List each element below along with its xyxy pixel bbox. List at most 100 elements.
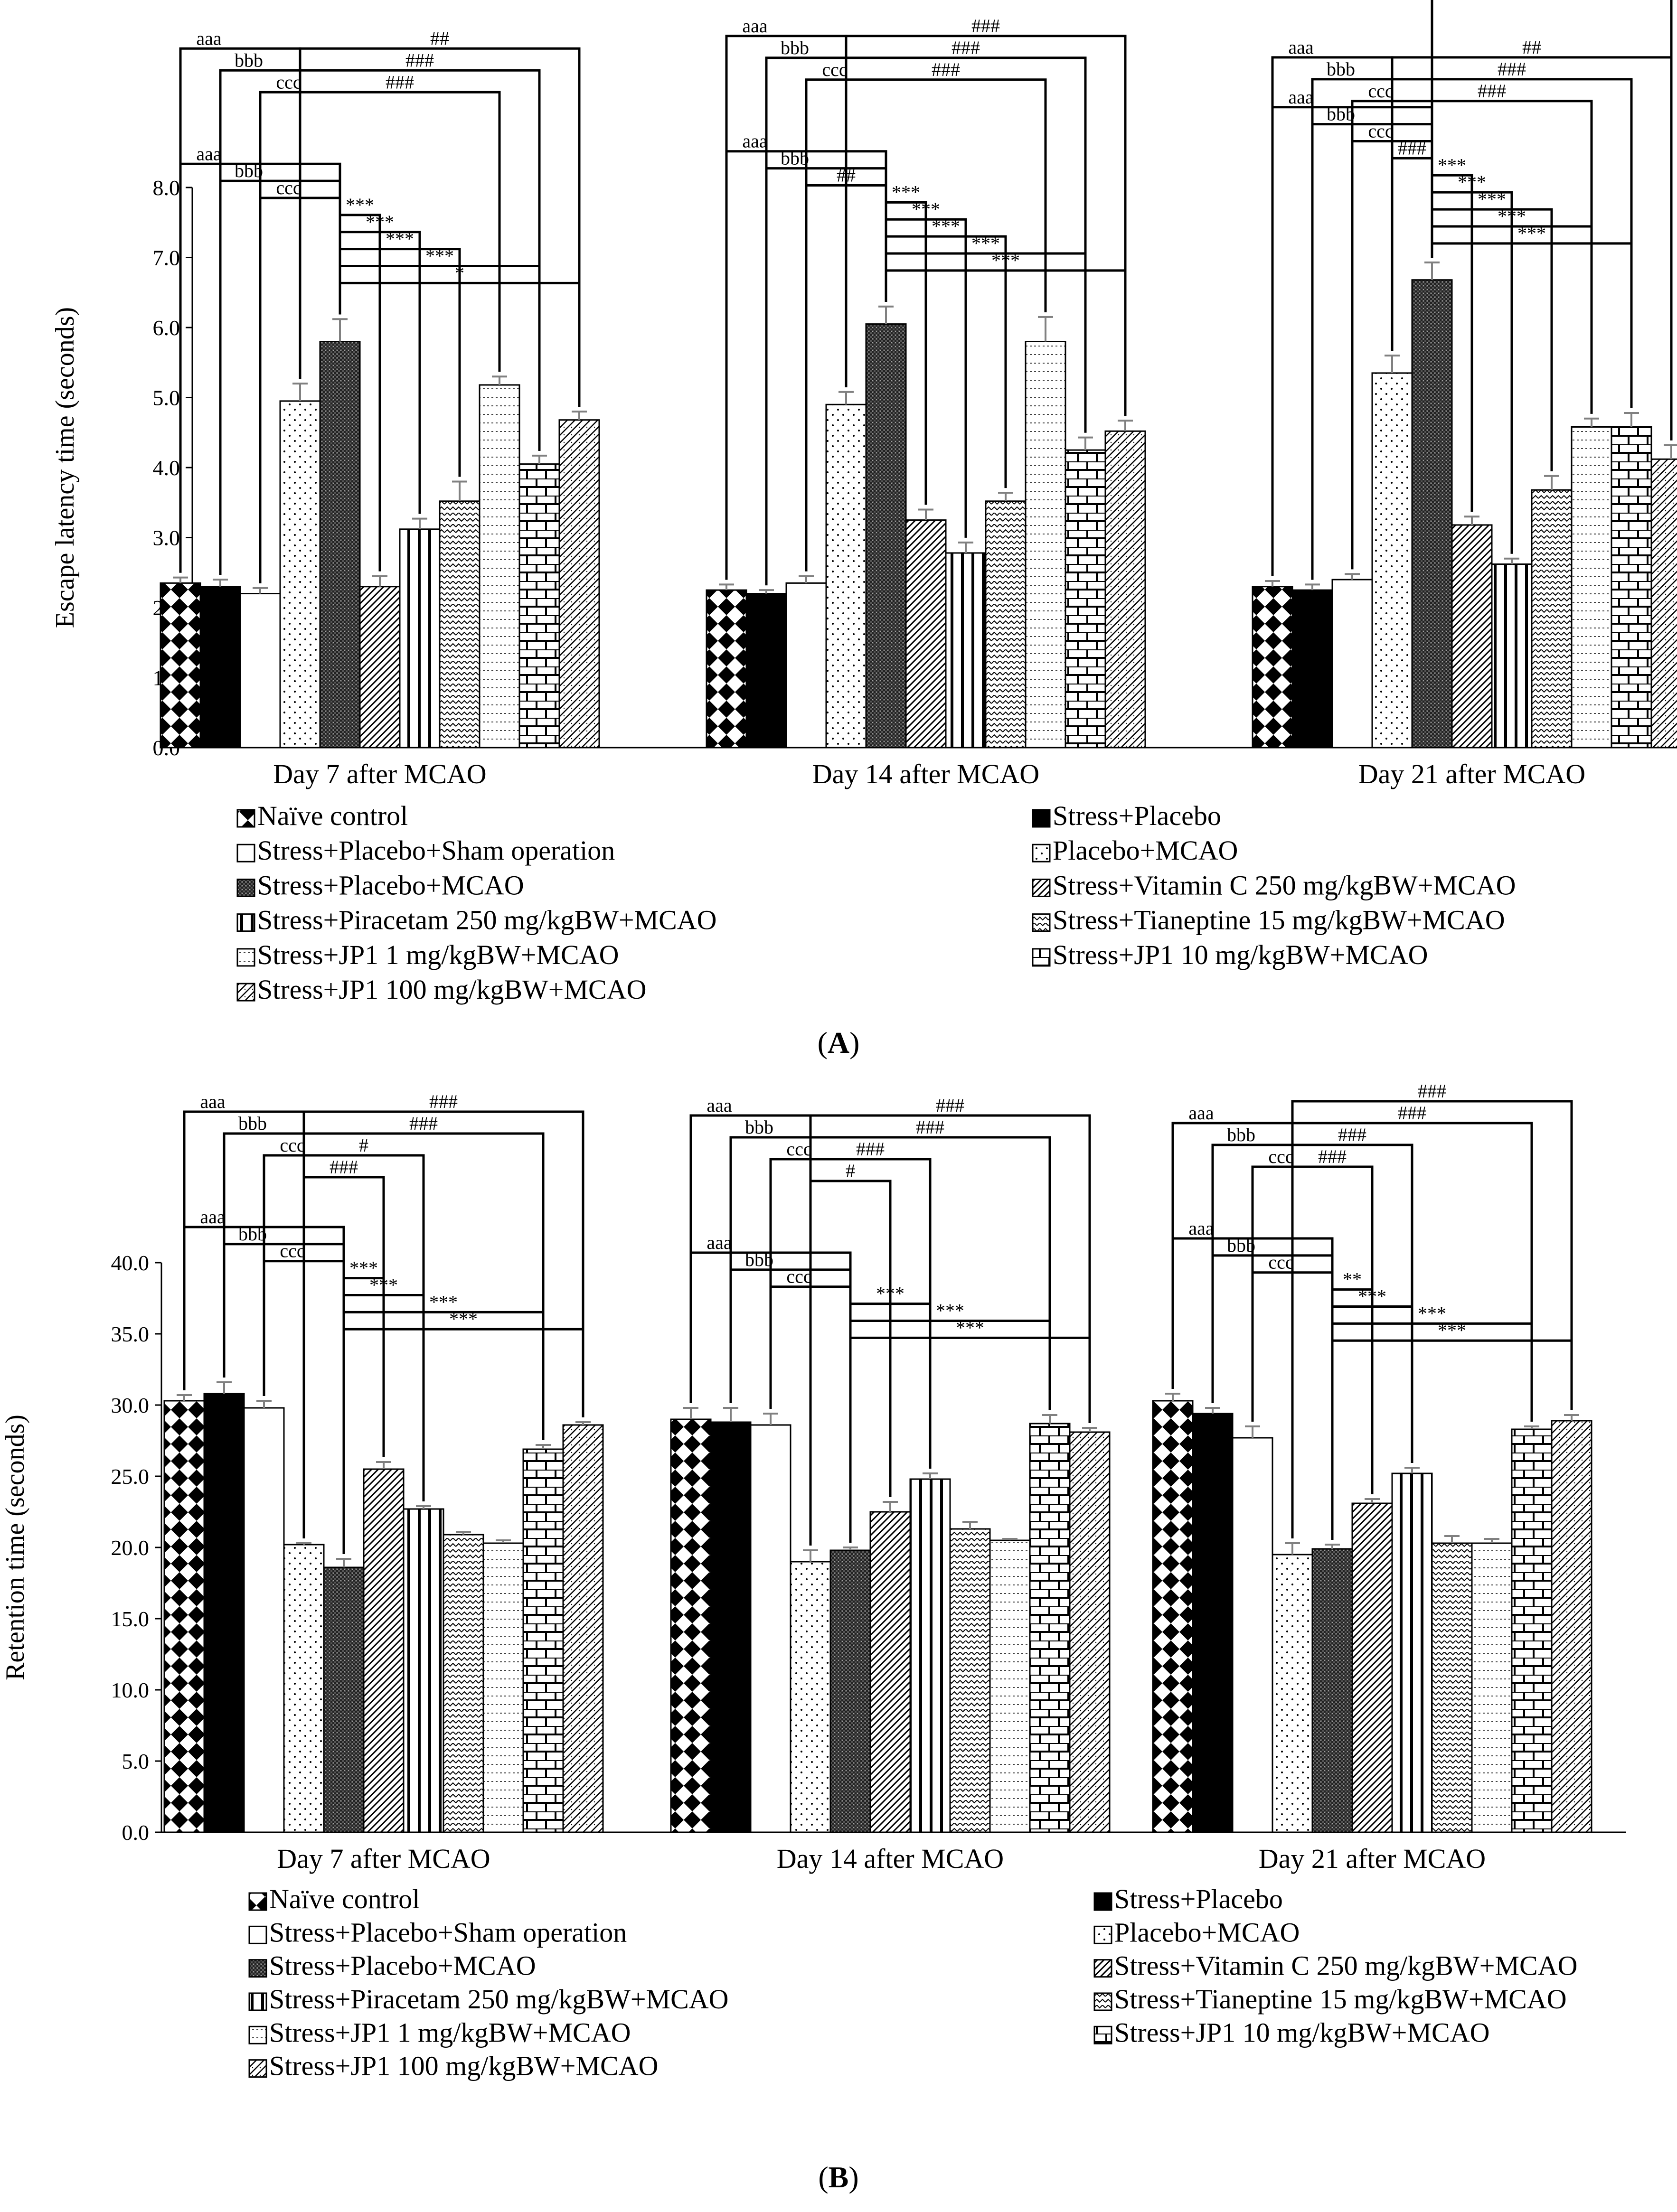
significance-label: ccc bbox=[1368, 80, 1393, 102]
significance-label: ### bbox=[330, 1156, 358, 1178]
x-category-label: Day 7 after MCAO bbox=[277, 1843, 490, 1874]
panel-label: (B) bbox=[818, 2160, 858, 2194]
bar bbox=[869, 1511, 911, 1833]
bar bbox=[985, 500, 1027, 749]
significance-label: # bbox=[359, 1134, 368, 1156]
y-tick-label: 35.0 bbox=[111, 1322, 150, 1346]
legend-entry: Stress+Placebo+Sham operation bbox=[269, 1917, 627, 1948]
significance-label: *** bbox=[912, 198, 940, 220]
bar bbox=[319, 341, 361, 749]
significance-label: bbb bbox=[745, 1249, 773, 1270]
y-tick-label: 20.0 bbox=[111, 1536, 150, 1560]
significance-label: *** bbox=[449, 1308, 478, 1330]
bar bbox=[905, 519, 947, 749]
significance-label: *** bbox=[1498, 206, 1526, 227]
bar bbox=[1471, 1542, 1513, 1833]
significance-label: ### bbox=[1318, 1146, 1347, 1167]
bar bbox=[363, 1468, 405, 1833]
significance-label: bbb bbox=[781, 37, 809, 58]
legend-entry: Stress+JP1 1 mg/kgBW+MCAO bbox=[257, 939, 619, 970]
legend-swatch bbox=[248, 2025, 267, 2044]
significance-label: aaa bbox=[707, 1232, 732, 1253]
y-tick-label: 4.0 bbox=[153, 456, 180, 480]
significance-label: ### bbox=[952, 37, 980, 58]
bar bbox=[1351, 1502, 1393, 1833]
bar bbox=[1069, 1431, 1111, 1833]
y-axis-label: Escape latency time (seconds) bbox=[50, 307, 80, 628]
bar bbox=[239, 593, 281, 749]
legend-swatch bbox=[1093, 1925, 1112, 1944]
legend-swatch bbox=[1032, 913, 1051, 932]
significance-label: ### bbox=[1398, 1102, 1426, 1124]
bar bbox=[399, 528, 441, 749]
bar bbox=[1152, 1400, 1194, 1833]
significance-label: bbb bbox=[238, 1113, 267, 1134]
bar bbox=[482, 1542, 524, 1833]
significance-label: ccc bbox=[786, 1266, 811, 1287]
significance-label: bbb bbox=[1327, 103, 1355, 125]
significance-label: ### bbox=[429, 1091, 458, 1112]
significance-label: ccc bbox=[276, 177, 301, 198]
significance-label: aaa bbox=[1288, 37, 1314, 58]
bar bbox=[562, 1424, 604, 1833]
legend-entry: Placebo+MCAO bbox=[1114, 1917, 1300, 1948]
significance-label: ### bbox=[409, 1113, 438, 1134]
legend-entry: Naïve control bbox=[257, 800, 408, 831]
significance-label: *** bbox=[936, 1300, 964, 1321]
legend-swatch bbox=[236, 983, 255, 1002]
significance-label: ### bbox=[1418, 1080, 1446, 1102]
legend-swatch bbox=[1032, 878, 1051, 897]
y-axis-label: Retention time (seconds) bbox=[0, 1415, 30, 1680]
significance-label: ## bbox=[1522, 37, 1541, 58]
bar bbox=[1391, 1472, 1433, 1833]
y-tick-label: 6.0 bbox=[153, 316, 180, 340]
bar bbox=[790, 1561, 831, 1833]
legend-swatch bbox=[1032, 809, 1051, 828]
significance-label: aaa bbox=[742, 131, 768, 152]
significance-label: *** bbox=[1438, 1320, 1466, 1341]
bar bbox=[1491, 563, 1533, 749]
bar bbox=[710, 1421, 752, 1833]
significance-label: bbb bbox=[1227, 1124, 1255, 1145]
bar bbox=[909, 1478, 951, 1833]
bar bbox=[558, 419, 600, 749]
legend-entry: Stress+Placebo+Sham operation bbox=[257, 835, 615, 866]
legend-entry: Stress+JP1 10 mg/kgBW+MCAO bbox=[1053, 939, 1428, 970]
significance-label: ccc bbox=[1268, 1146, 1293, 1167]
significance-label: ccc bbox=[822, 59, 847, 80]
legend-swatch bbox=[248, 2059, 267, 2078]
x-category-label: Day 21 after MCAO bbox=[1259, 1843, 1486, 1874]
significance-bracket bbox=[1331, 1288, 1374, 1540]
significance-label: *** bbox=[971, 233, 1000, 254]
significance-bracket bbox=[1391, 56, 1673, 441]
bar bbox=[522, 1448, 564, 1833]
legend-swatch bbox=[236, 913, 255, 932]
bar bbox=[359, 586, 401, 749]
significance-label: *** bbox=[425, 245, 454, 267]
bar bbox=[1331, 579, 1373, 749]
bar bbox=[1311, 1548, 1353, 1833]
significance-label: *** bbox=[366, 211, 394, 233]
significance-label: bbb bbox=[238, 1223, 267, 1245]
bar bbox=[865, 323, 907, 749]
y-tick-label: 0.0 bbox=[122, 1820, 150, 1845]
bar bbox=[283, 1544, 325, 1833]
bar bbox=[1611, 426, 1652, 749]
x-category-label: Day 14 after MCAO bbox=[812, 759, 1039, 789]
significance-label: *** bbox=[1438, 154, 1466, 176]
bar bbox=[203, 1393, 245, 1833]
significance-label: aaa bbox=[196, 143, 222, 164]
significance-label: ### bbox=[1478, 80, 1506, 102]
significance-label: ccc bbox=[276, 71, 301, 93]
legend-swatch bbox=[1032, 948, 1051, 967]
bar bbox=[1065, 449, 1106, 749]
bar bbox=[829, 1549, 871, 1833]
legend-entry: Stress+JP1 100 mg/kgBW+MCAO bbox=[257, 974, 647, 1005]
significance-label: ### bbox=[971, 15, 1000, 37]
significance-label: aaa bbox=[742, 15, 768, 37]
x-category-label: Day 21 after MCAO bbox=[1358, 759, 1585, 789]
significance-label: *** bbox=[1478, 188, 1506, 210]
bar bbox=[989, 1539, 1031, 1833]
bar bbox=[1371, 372, 1413, 749]
legend-swatch bbox=[236, 948, 255, 967]
